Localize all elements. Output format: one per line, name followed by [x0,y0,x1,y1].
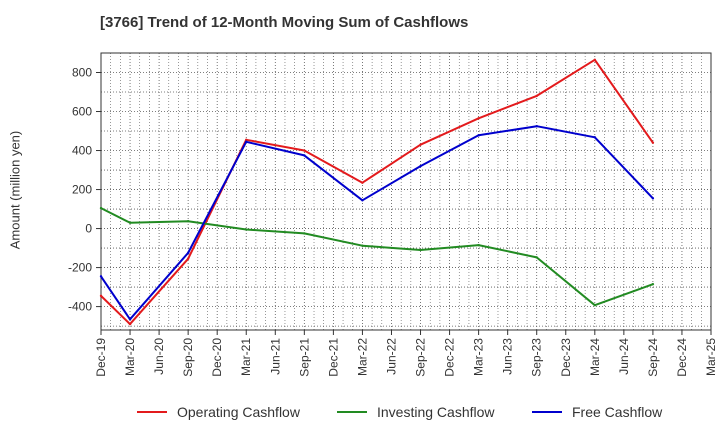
legend-label-free: Free Cashflow [572,404,663,420]
legend-item-investing: Investing Cashflow [337,404,495,420]
data-point-free [245,140,248,143]
data-point-free [477,134,480,137]
y-tick-label: 200 [72,183,92,197]
legend-item-free: Free Cashflow [532,404,662,420]
legend: Operating Cashflow Investing Cashflow Fr… [0,404,720,426]
data-point-operating [186,257,190,260]
axis-layer [96,52,712,335]
data-point-investing [361,244,364,247]
data-point-investing [245,228,248,231]
x-tick-label: Mar-25 [704,338,718,376]
data-point-investing [99,206,103,210]
data-point-free [303,154,306,157]
legend-label-operating: Operating Cashflow [177,404,300,420]
data-point-operating [245,138,248,142]
data-point-free [419,164,422,168]
x-tick-label: Sep-21 [297,338,311,377]
data-point-operating [535,94,538,98]
x-tick-label: Sep-24 [646,338,660,377]
data-point-operating [477,117,480,120]
data-point-investing [651,282,655,286]
data-point-investing [535,256,538,259]
x-tick-label: Mar-21 [239,338,253,376]
x-tick-label: Mar-24 [588,338,602,376]
data-point-free [99,275,103,278]
y-tick-label: 0 [85,222,92,236]
x-tick-label: Mar-23 [472,338,486,376]
x-tick-label: Dec-23 [559,338,573,377]
x-tick-label: Dec-24 [675,338,689,377]
x-tick-label: Dec-19 [94,338,108,377]
data-point-operating [419,143,422,146]
legend-swatch-operating [137,411,167,413]
y-tick-label: -200 [68,261,92,275]
x-tick-label: Sep-23 [530,338,544,377]
legend-swatch-investing [337,411,367,413]
x-tick-label: Mar-20 [123,338,137,376]
data-point-operating [593,58,597,62]
data-point-free [186,251,190,255]
x-tick-label: Dec-21 [326,338,340,377]
x-tick-label: Sep-22 [414,338,428,377]
data-point-operating [128,322,132,326]
series-line-free [100,125,654,321]
data-point-free [593,136,597,139]
legend-swatch-free [532,411,562,413]
y-tick-label: 800 [72,66,92,80]
tick-label-layer: 800 600 400 200 0 -200 -400 Dec-19 Mar-20 Jun-20 S… [68,66,718,377]
data-point-investing [303,232,306,235]
data-point-investing [477,243,480,247]
data-point-operating [651,141,655,144]
x-tick-label: Jun-24 [617,338,631,375]
chart-title: [3766] Trend of 12-Month Moving Sum of C… [100,14,469,31]
data-point-free [128,318,132,321]
x-tick-label: Jun-20 [152,338,166,375]
plot-frame [100,52,712,331]
x-tick-label: Jun-23 [501,338,515,375]
data-point-investing [593,304,597,307]
x-tick-label: Jun-21 [268,338,282,375]
data-point-investing [128,221,132,224]
y-tick-label: 400 [72,144,92,158]
legend-label-investing: Investing Cashflow [377,404,495,420]
x-tick-label: Mar-22 [355,338,369,376]
data-point-free [651,197,655,200]
chart-plot: 800 600 400 200 0 -200 -400 Dec-19 Mar-20 Jun-20 S… [68,52,718,377]
y-tick-label: 600 [72,105,92,119]
x-tick-label: Jun-22 [384,338,398,375]
legend-item-operating: Operating Cashflow [137,404,300,420]
data-point-operating [303,149,306,152]
data-point-investing [419,248,422,252]
data-point-operating [99,294,103,298]
data-point-free [535,124,538,128]
data-point-operating [361,181,364,184]
x-tick-label: Dec-22 [443,338,457,377]
series-layer [99,58,655,326]
x-tick-label: Sep-20 [181,338,195,377]
data-point-investing [186,219,190,223]
x-tick-label: Dec-20 [210,338,224,377]
y-tick-label: -400 [68,300,92,314]
data-point-free [361,199,364,202]
